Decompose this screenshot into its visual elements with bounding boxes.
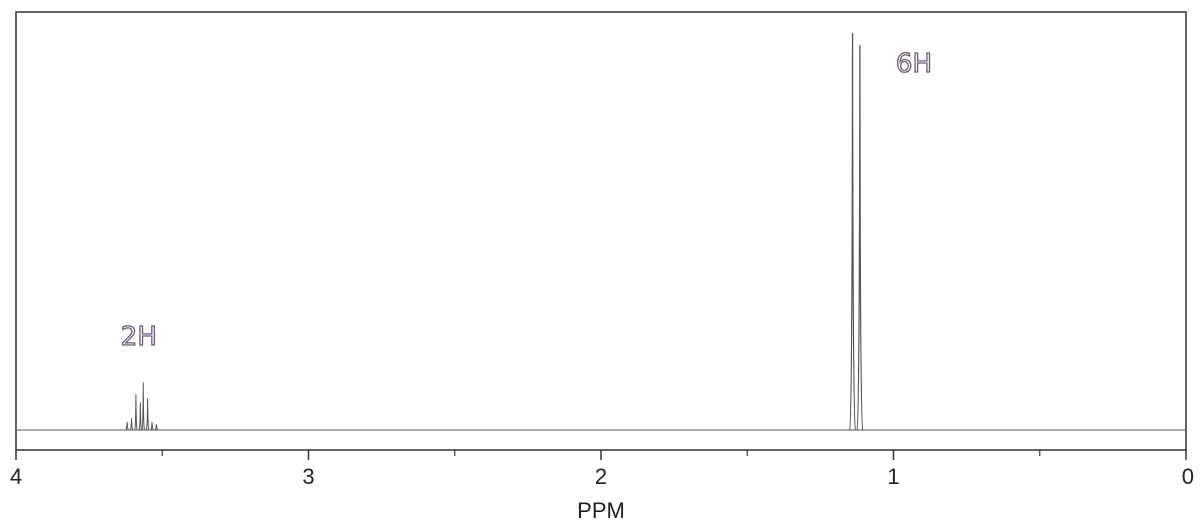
plot-frame	[15, 11, 1187, 451]
spectrum-peak	[150, 422, 154, 431]
x-tick-label: 1	[887, 464, 899, 489]
x-axis-tick-labels: 4 3 2 1 0	[10, 464, 1194, 489]
spectrum-peaks	[125, 32, 864, 431]
spectrum-peak	[138, 402, 142, 431]
x-tick-label: 2	[595, 464, 607, 489]
x-tick-label: 4	[10, 464, 22, 489]
spectrum-peak	[125, 422, 129, 431]
spectrum-peak	[856, 44, 864, 431]
integration-annotation: 2H	[121, 322, 157, 352]
x-tick-label: 0	[1182, 464, 1194, 489]
spectrum-peak	[129, 418, 134, 431]
x-axis-ticks	[15, 450, 1187, 460]
integration-annotation: 6H	[896, 49, 932, 79]
integration-annotations: 2H 6H	[120, 48, 933, 352]
spectrum-peak	[848, 32, 857, 431]
x-tick-label: 3	[302, 464, 314, 489]
x-axis-title: PPM	[577, 498, 625, 523]
spectrum-peak	[141, 382, 145, 431]
spectrum-peak	[134, 394, 138, 431]
spectrum-peak	[145, 398, 150, 431]
spectrum-peak	[154, 424, 159, 431]
